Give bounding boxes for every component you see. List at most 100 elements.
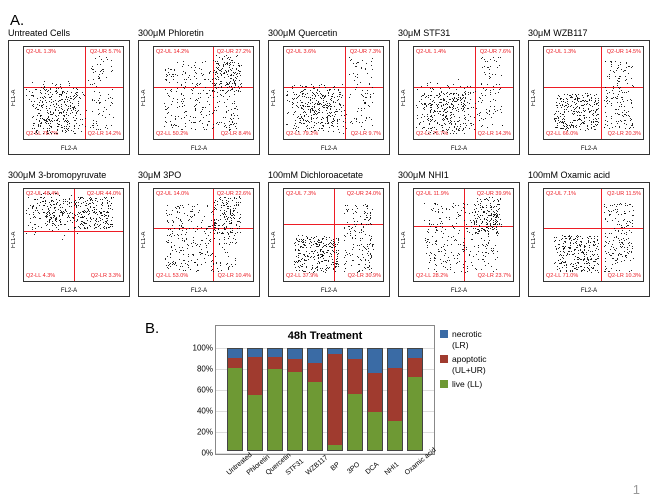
plot-title: 300μM Quercetin [268, 28, 390, 38]
plot-frame: Q2-UL 14.2%Q2-UR 27.2%Q2-LL 50.2%Q2-LR 8… [138, 40, 260, 155]
legend-live-label: live (LL) [452, 379, 482, 390]
y-axis-label: FL1-A [531, 183, 537, 296]
plot-inner: Q2-UL 14.2%Q2-UR 27.2%Q2-LL 50.2%Q2-LR 8… [153, 46, 254, 140]
bar [267, 348, 283, 451]
bar-chart-area: 48h Treatment UntreatedPhloretinQuerceti… [215, 325, 435, 455]
x-axis-label: FL2-A [529, 288, 649, 294]
scatter-row-1: Untreated Cells Q2-UL 1.3%Q2-UR 5.7%Q2-LL… [8, 28, 650, 155]
bar-chart-title: 48h Treatment [266, 330, 384, 342]
plot-inner: Q2-UL 48.4%Q2-UR 44.0%Q2-LL 4.3%Q2-LR 3.… [23, 188, 124, 282]
scatter-row-2: 300μM 3-bromopyruvate Q2-UL 48.4%Q2-UR 44… [8, 170, 650, 297]
y-axis-label: FL1-A [11, 183, 17, 296]
plot-inner: Q2-UL 7.3%Q2-UR 24.0%Q2-LL 37.9%Q2-LR 30… [283, 188, 384, 282]
scatter-points [414, 47, 513, 139]
bar [247, 348, 263, 451]
x-label: WZB117 [305, 461, 322, 477]
scatter-points [154, 189, 253, 281]
scatter-plot: 100mM Oxamic acidQ2-UL 7.1%Q2-UR 11.5%Q2… [528, 170, 650, 297]
x-axis-label: FL2-A [9, 146, 129, 152]
bar [287, 348, 303, 451]
y-tick: 60% [197, 386, 213, 395]
plot-title: 300μM Phloretin [138, 28, 260, 38]
scatter-plot: Untreated Cells Q2-UL 1.3%Q2-UR 5.7%Q2-LL… [8, 28, 130, 155]
bar-chart-container: 48h Treatment UntreatedPhloretinQuerceti… [175, 325, 470, 495]
y-tick: 0% [201, 449, 213, 458]
bar [347, 348, 363, 451]
x-label: BP [324, 461, 341, 477]
legend-necrotic: necrotic (LR) [440, 329, 487, 351]
x-axis-label: FL2-A [399, 288, 519, 294]
y-axis-label: FL1-A [11, 41, 17, 154]
x-label: STF31 [285, 461, 302, 477]
x-label: NHI1 [384, 461, 401, 477]
plot-title: Untreated Cells [8, 28, 130, 38]
legend-necrotic-label: necrotic (LR) [452, 329, 487, 351]
plot-inner: Q2-UL 11.9%Q2-UR 39.9%Q2-LL 28.2%Q2-LR 2… [413, 188, 514, 282]
x-axis-label: FL2-A [269, 146, 389, 152]
page-number: 1 [633, 482, 640, 497]
plot-title: 30μM 3PO [138, 170, 260, 180]
x-labels: UntreatedPhloretinQuercetinSTF31WZB117BP… [226, 456, 424, 463]
plot-frame: Q2-UL 11.9%Q2-UR 39.9%Q2-LL 28.2%Q2-LR 2… [398, 182, 520, 297]
plot-frame: Q2-UL 3.6%Q2-UR 7.3%Q2-LL 79.2%Q2-LR 9.7… [268, 40, 390, 155]
swatch-apoptotic [440, 355, 448, 363]
scatter-points [24, 189, 123, 281]
scatter-plot: 30μM STF31Q2-UL 1.4%Q2-UR 7.6%Q2-LL 76.7… [398, 28, 520, 155]
scatter-points [544, 189, 643, 281]
bars-group [226, 348, 424, 451]
panel-b-label: B. [145, 320, 159, 337]
y-axis-label: FL1-A [271, 41, 277, 154]
scatter-points [284, 47, 383, 139]
swatch-live [440, 380, 448, 388]
y-axis-label: FL1-A [401, 41, 407, 154]
bar [327, 348, 343, 451]
panel-a-label: A. [10, 12, 24, 29]
plot-frame: Q2-UL 7.3%Q2-UR 24.0%Q2-LL 37.9%Q2-LR 30… [268, 182, 390, 297]
plot-frame: Q2-UL 14.0%Q2-UR 22.6%Q2-LL 53.0%Q2-LR 1… [138, 182, 260, 297]
plot-title: 300μM 3-bromopyruvate [8, 170, 130, 180]
x-axis-label: FL2-A [139, 146, 259, 152]
legend-live: live (LL) [440, 379, 487, 390]
y-tick: 20% [197, 428, 213, 437]
scatter-points [414, 189, 513, 281]
plot-inner: Q2-UL 1.3%Q2-UR 14.5%Q2-LL 66.0%Q2-LR 20… [543, 46, 644, 140]
x-label: Quercetin [265, 461, 282, 477]
plot-inner: Q2-UL 1.3%Q2-UR 5.7%Q2-LL 78.7%Q2-LR 14.… [23, 46, 124, 140]
scatter-points [154, 47, 253, 139]
scatter-plot: 300μM NHI1 Q2-UL 11.9%Q2-UR 39.9%Q2-LL 28… [398, 170, 520, 297]
bar [407, 348, 423, 451]
y-axis-label: FL1-A [141, 41, 147, 154]
scatter-points [544, 47, 643, 139]
y-tick: 80% [197, 365, 213, 374]
scatter-plot: 30μM WZB117 Q2-UL 1.3%Q2-UR 14.5%Q2-LL 66… [528, 28, 650, 155]
plot-title: 100mM Dichloroacetate [268, 170, 390, 180]
x-label: Untreated [226, 461, 243, 477]
plot-title: 30μM WZB117 [528, 28, 650, 38]
plot-inner: Q2-UL 7.1%Q2-UR 11.5%Q2-LL 71.0%Q2-LR 10… [543, 188, 644, 282]
bar [307, 348, 323, 451]
x-axis-label: FL2-A [139, 288, 259, 294]
plot-frame: Q2-UL 1.3%Q2-UR 14.5%Q2-LL 66.0%Q2-LR 20… [528, 40, 650, 155]
y-axis-label: FL1-A [271, 183, 277, 296]
plot-frame: Q2-UL 7.1%Q2-UR 11.5%Q2-LL 71.0%Q2-LR 10… [528, 182, 650, 297]
x-axis-label: FL2-A [399, 146, 519, 152]
scatter-plot: 100mM Dichloroacetate Q2-UL 7.3%Q2-UR 24.… [268, 170, 390, 297]
scatter-plot: 300μM 3-bromopyruvate Q2-UL 48.4%Q2-UR 44… [8, 170, 130, 297]
y-tick: 40% [197, 407, 213, 416]
y-axis-label: FL1-A [141, 183, 147, 296]
scatter-plot: 30μM 3PO Q2-UL 14.0%Q2-UR 22.6%Q2-LL 53.0… [138, 170, 260, 297]
x-label: Oxamic acid [404, 461, 421, 477]
bar [387, 348, 403, 451]
y-axis-label: FL1-A [531, 41, 537, 154]
legend-apoptotic-label: apoptotic (UL+UR) [452, 354, 487, 376]
plot-inner: Q2-UL 14.0%Q2-UR 22.6%Q2-LL 53.0%Q2-LR 1… [153, 188, 254, 282]
plot-title: 300μM NHI1 [398, 170, 520, 180]
scatter-plot: 300μM Quercetin Q2-UL 3.6%Q2-UR 7.3%Q2-LL… [268, 28, 390, 155]
x-label: 3PO [344, 461, 361, 477]
x-label: DCA [364, 461, 381, 477]
legend-apoptotic: apoptotic (UL+UR) [440, 354, 487, 376]
legend: necrotic (LR) apoptotic (UL+UR) live (LL… [440, 329, 487, 393]
x-label: Phloretin [245, 461, 262, 477]
swatch-necrotic [440, 330, 448, 338]
scatter-plot: 300μM Phloretin Q2-UL 14.2%Q2-UR 27.2%Q2-… [138, 28, 260, 155]
